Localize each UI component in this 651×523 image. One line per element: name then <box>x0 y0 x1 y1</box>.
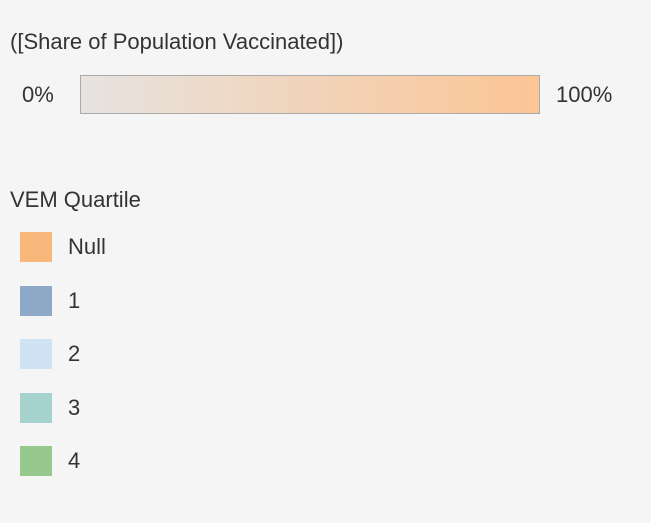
legend-label: 4 <box>68 448 81 473</box>
gradient-min-label: 0% <box>22 82 54 107</box>
legend-swatch <box>20 232 52 262</box>
legend-label: 1 <box>68 287 81 313</box>
legend-label: 2 <box>68 341 81 366</box>
legend-swatch <box>20 392 52 423</box>
gradient-bar <box>80 75 540 114</box>
legend-swatch <box>20 339 52 369</box>
legend-swatch <box>20 446 52 476</box>
gradient-max-label: 100% <box>556 82 613 107</box>
legend-swatch <box>20 285 52 316</box>
legend-label: Null <box>68 234 106 259</box>
gradient-legend-title: ([Share of Population Vaccinated]) <box>10 29 344 54</box>
category-legend-title: VEM Quartile <box>10 187 141 212</box>
legend-label: 3 <box>68 394 81 420</box>
